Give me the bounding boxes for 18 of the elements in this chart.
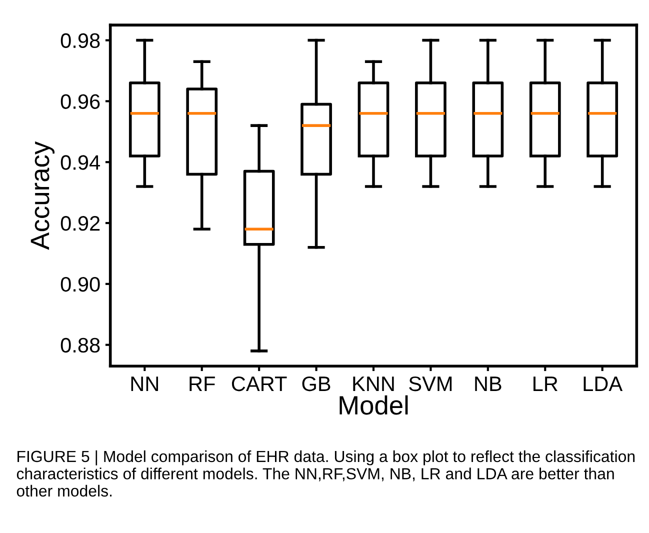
x-tick-label: GB [302, 376, 330, 392]
x-tick-label: NN [131, 376, 158, 391]
y-tick-label: 0.90 [60, 276, 100, 292]
x-axis-title: Model [340, 395, 408, 415]
caption: FIGURE 5 | Model comparison of EHR data. Using a box plot to reflect the classification characteristics of different models. The NN,RF,SVM, NB, LR and LDA are better than other models. [16, 450, 635, 497]
x-tick-label: SVM [409, 376, 452, 392]
y-tick-label: 0.88 [60, 338, 100, 353]
y-tick-label: 0.98 [60, 33, 100, 48]
y-axis-title: Accuracy [30, 141, 55, 250]
x-tick-label: CART [232, 376, 287, 392]
x-tick-label: KNN [353, 376, 394, 391]
y-tick-label: 0.92 [60, 216, 100, 231]
y-tick-label: 0.94 [60, 155, 100, 170]
x-tick-label: RF [190, 376, 215, 391]
y-tick-label: 0.96 [60, 94, 100, 109]
x-tick-label: LDA [584, 376, 623, 391]
x-tick-label: LR [534, 376, 558, 391]
x-tick-label: NB [475, 376, 502, 391]
